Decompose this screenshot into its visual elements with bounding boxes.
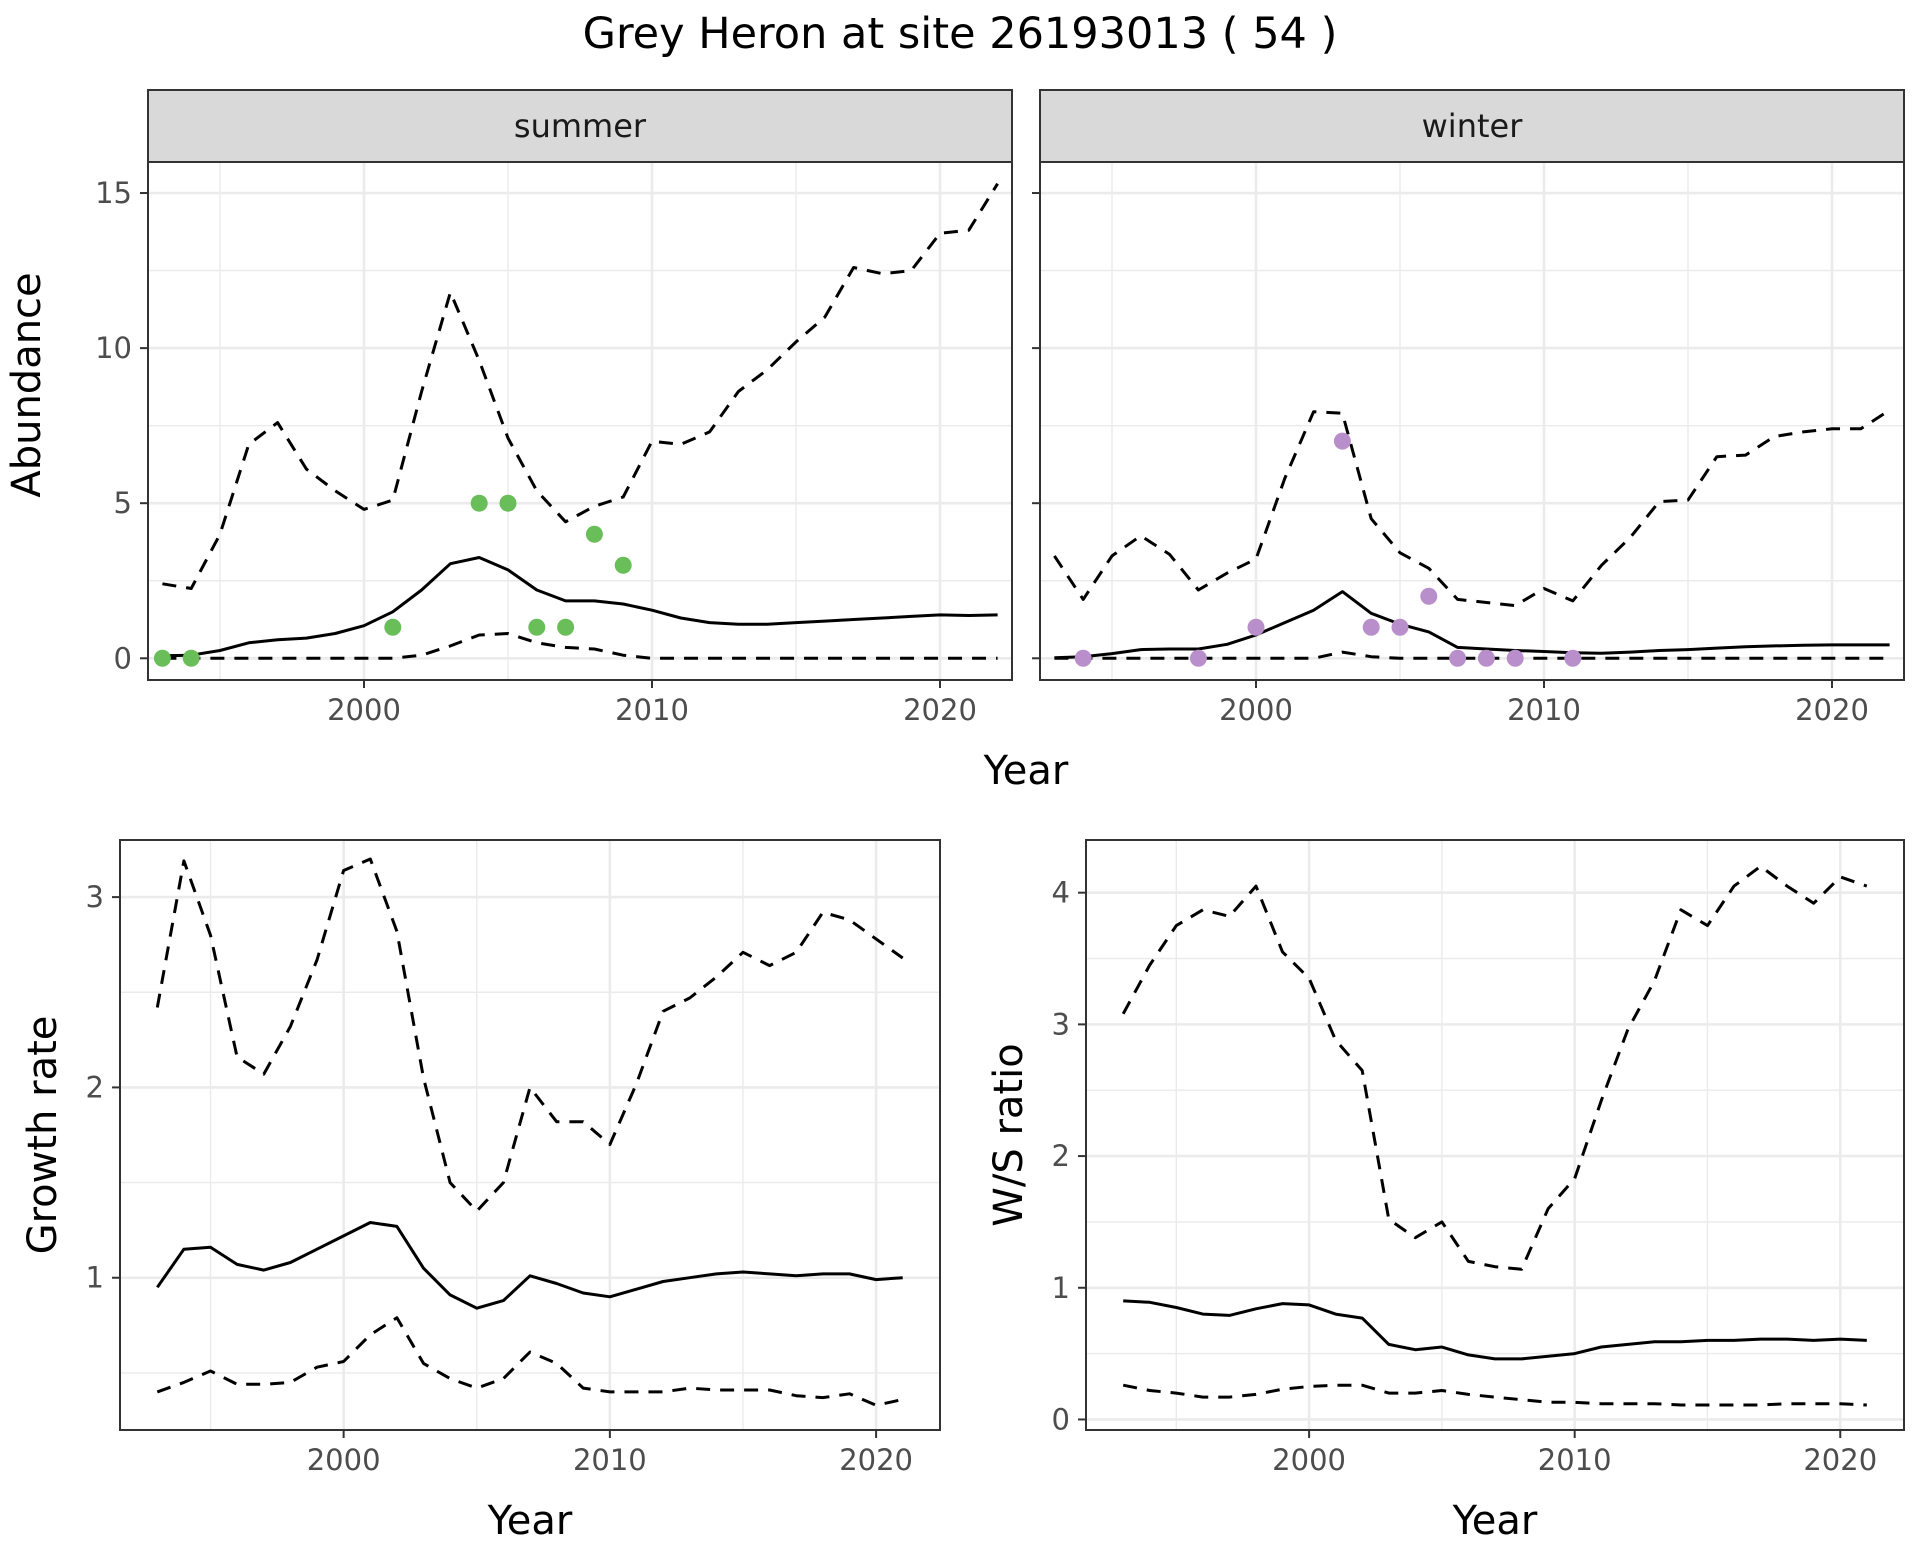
data-point-observed (153, 649, 171, 667)
x-tick-label: 2020 (1803, 1443, 1877, 1477)
data-point-observed (1477, 649, 1495, 667)
x-tick-label: 2010 (615, 693, 689, 727)
panel-background (148, 162, 1012, 680)
x-tick-label: 2020 (903, 693, 977, 727)
facet-strip-label: summer (514, 107, 647, 145)
data-point-observed (1391, 618, 1409, 636)
panel-growth: 2000 2010 2020 1 2 3 Growth rate Year (20, 839, 941, 1544)
x-tick-label: 2000 (1219, 693, 1293, 727)
data-point-observed (614, 556, 632, 574)
x-axis-title: Year (1452, 1498, 1538, 1544)
panel-background (1086, 840, 1904, 1430)
y-tick-label: 3 (86, 880, 104, 914)
x-tick-label: 2010 (1538, 1443, 1612, 1477)
y-tick-label: 1 (86, 1261, 104, 1295)
y-tick-label: 10 (95, 331, 132, 365)
y-tick-label: 2 (86, 1070, 104, 1104)
data-point-observed (1564, 649, 1582, 667)
data-point-observed (1333, 432, 1351, 450)
data-point-observed (557, 618, 575, 636)
panel-summer: summer 2000 2010 2020 0 5 10 15 Abundance (4, 89, 1013, 727)
y-axis-title: W/S ratio (986, 1043, 1032, 1226)
x-tick-label: 2020 (1795, 693, 1869, 727)
data-point-observed (1189, 649, 1207, 667)
series-line-lower (162, 632, 998, 660)
data-point-observed (1247, 618, 1265, 636)
x-tick-label: 2010 (1507, 693, 1581, 727)
data-point-observed (1362, 618, 1380, 636)
facet-strip-label: winter (1422, 107, 1524, 145)
x-axis-title-shared: Year (983, 748, 1069, 794)
x-axis-title: Year (487, 1498, 573, 1544)
series-line-estimate (162, 556, 998, 658)
x-tick-label: 2020 (839, 1443, 913, 1477)
facet-strip (1039, 89, 1905, 163)
data-point-observed (1506, 649, 1524, 667)
data-point-observed (1420, 587, 1438, 605)
y-axis-title: Abundance (4, 272, 50, 497)
y-tick-label: 2 (1052, 1139, 1070, 1173)
data-point-observed (528, 618, 546, 636)
series-line-lower (1054, 650, 1890, 660)
y-tick-label: 0 (1052, 1402, 1070, 1436)
data-point-observed (585, 525, 603, 543)
data-point-observed (470, 494, 488, 512)
data-point-observed (1074, 649, 1092, 667)
series-line-upper (1121, 864, 1868, 1271)
y-tick-label: 0 (114, 641, 132, 675)
x-tick-label: 2000 (1272, 1443, 1346, 1477)
panel-winter: winter 2000 2010 2020 (1032, 89, 1905, 727)
panel-ratio: 2000 2010 2020 0 1 2 3 4 W/S ratio Year (986, 839, 1905, 1544)
series-line-lower (156, 1316, 904, 1407)
facet-strip (147, 89, 1013, 163)
series-line-lower (1122, 1383, 1867, 1407)
panel-border (119, 839, 941, 1431)
x-tick-label: 2010 (573, 1443, 647, 1477)
data-point-observed (499, 494, 517, 512)
x-tick-label: 2000 (327, 693, 401, 727)
series-line-estimate (1123, 1299, 1867, 1361)
data-point-observed (1449, 649, 1467, 667)
panel-background (1040, 162, 1904, 680)
y-tick-label: 3 (1052, 1007, 1070, 1041)
y-tick-label: 5 (114, 486, 132, 520)
y-tick-label: 4 (1052, 876, 1070, 910)
series-line-upper (162, 182, 999, 590)
y-tick-label: 15 (95, 176, 132, 210)
data-point-observed (182, 649, 200, 667)
series-line-estimate (156, 1221, 903, 1310)
series-line-estimate (1054, 590, 1890, 660)
x-tick-label: 2000 (307, 1443, 381, 1477)
y-axis-title: Growth rate (20, 1016, 66, 1255)
data-point-observed (384, 618, 402, 636)
panel-background (120, 840, 940, 1430)
y-tick-label: 1 (1052, 1271, 1070, 1305)
panel-border (1085, 839, 1905, 1431)
chart-title: Grey Heron at site 26193013 ( 54 ) (583, 9, 1338, 59)
series-line-upper (155, 857, 904, 1213)
